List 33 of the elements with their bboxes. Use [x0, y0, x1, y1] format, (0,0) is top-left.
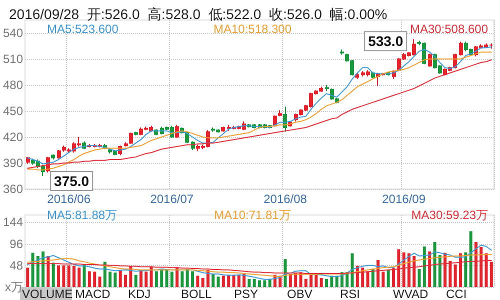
- y-tick-label: 360: [2, 182, 24, 196]
- x-tick-label: 2016/06: [47, 192, 91, 206]
- annotation: VOLUME: [22, 287, 73, 300]
- chart-title: 2016/09/28 开:526.0 高:528.0 低:522.0 收:526.0 幅:0.00%: [9, 6, 388, 22]
- annotation: WVAD: [393, 287, 428, 300]
- y-tick-label: 540: [2, 26, 24, 40]
- annotation: MACD: [75, 287, 111, 300]
- y-tick-label: 96: [10, 236, 24, 251]
- y-tick-label: 420: [2, 130, 24, 144]
- annotation: CCI: [446, 287, 467, 300]
- y-tick-label: 450: [2, 104, 24, 118]
- x-tick-label: 2016/08: [264, 192, 308, 206]
- text: MA10:518.300: [213, 22, 292, 36]
- text: MA30:59.23万: [411, 208, 488, 222]
- annotation: OBV: [287, 287, 312, 300]
- x-tick-label: 2016/07: [150, 192, 194, 206]
- y-tick-label: 48: [10, 258, 24, 272]
- annotation: 375.0: [54, 173, 90, 189]
- annotation: PSY: [234, 287, 258, 300]
- y-tick-label: 510: [2, 52, 24, 66]
- text: MA30:508.600: [410, 22, 488, 36]
- annotation: 533.0: [368, 33, 404, 50]
- y-tick-label: 144: [2, 215, 24, 230]
- text: MA5:81.88万: [47, 208, 118, 222]
- annotation: BOLL: [181, 287, 212, 300]
- annotation: RSI: [340, 287, 360, 300]
- annotation: KDJ: [128, 287, 151, 300]
- text: MA5:523.600: [47, 22, 119, 36]
- x-tick-label: 2016/09: [382, 192, 426, 206]
- text: MA10:71.81万: [214, 208, 291, 222]
- y-tick-label: 390: [2, 156, 24, 170]
- y-tick-label: x万: [5, 280, 24, 294]
- y-tick-label: 480: [2, 78, 24, 92]
